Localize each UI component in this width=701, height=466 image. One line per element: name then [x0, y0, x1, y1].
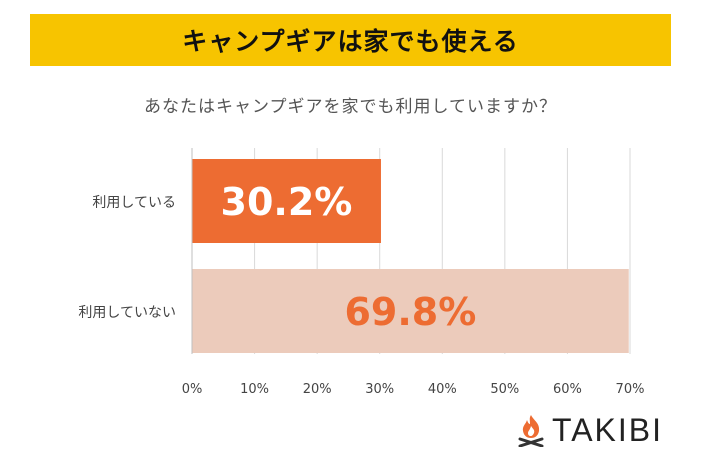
brand-name: TAKIBI — [552, 411, 663, 448]
category-label: 利用している — [92, 195, 176, 211]
chart-question: あなたはキャンプギアを家でも利用していますか？ — [144, 97, 557, 117]
x-tick-label: 30% — [365, 382, 394, 397]
x-tick-label: 10% — [240, 382, 269, 397]
x-tick-label: 40% — [428, 382, 457, 397]
x-tick-label: 60% — [553, 382, 582, 397]
bar — [192, 269, 629, 353]
bar — [192, 159, 381, 243]
brand-logo: TAKIBI — [516, 410, 663, 450]
data-label: 30.2% — [221, 180, 353, 224]
x-tick-label: 20% — [303, 382, 332, 397]
x-tick-label: 0% — [182, 382, 203, 397]
page-title: キャンプギアは家でも使える — [182, 27, 519, 56]
flame-logo-icon — [518, 415, 544, 447]
title-banner: キャンプギアは家でも使える — [30, 14, 671, 66]
category-label: 利用していない — [78, 305, 176, 321]
data-label: 69.8% — [344, 290, 476, 334]
x-tick-label: 50% — [490, 382, 519, 397]
x-tick-label: 70% — [616, 382, 645, 397]
